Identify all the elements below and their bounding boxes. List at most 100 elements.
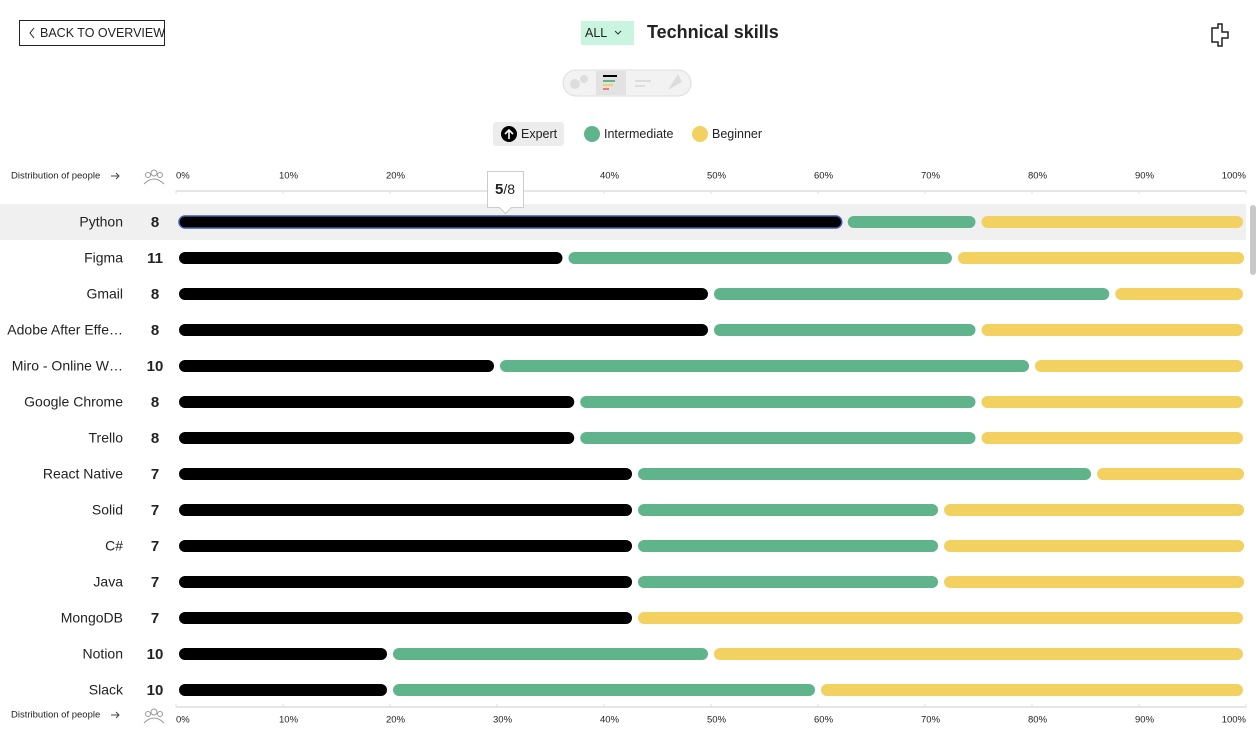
x-tick-label: 10% xyxy=(279,715,299,726)
total-count: 10 xyxy=(147,682,164,699)
legend-swatch xyxy=(692,126,708,142)
bar-segment xyxy=(179,648,387,660)
filter-caret xyxy=(614,30,622,35)
page-title: Technical skills xyxy=(647,22,779,42)
bar-segment xyxy=(1097,468,1245,480)
legend-label: Expert xyxy=(521,127,558,141)
bar-segment xyxy=(179,684,387,696)
people-icon xyxy=(143,178,165,185)
x-tick-label: 0% xyxy=(176,715,190,726)
category-label: Solid xyxy=(92,502,123,518)
category-label: Google Chrome xyxy=(24,394,123,410)
legend-swatch xyxy=(584,126,600,142)
bar-segment xyxy=(179,540,633,552)
legend-arrow xyxy=(504,128,514,139)
filter-bg xyxy=(581,21,634,45)
x-tick-label: 60% xyxy=(814,171,834,182)
x-tick-label: 60% xyxy=(814,715,834,726)
people-icon xyxy=(145,711,151,717)
category-label: Adobe After Effe… xyxy=(7,322,123,338)
share-icon[interactable] xyxy=(1211,23,1229,47)
toggle-icon xyxy=(603,88,609,90)
bar-segment xyxy=(944,576,1245,588)
bar-segment xyxy=(568,252,952,264)
toggle-icon xyxy=(603,84,613,86)
view-toggle[interactable] xyxy=(562,69,692,97)
legend-item[interactable]: Intermediate xyxy=(584,126,674,142)
bar-segment xyxy=(638,504,939,516)
bar-segment xyxy=(638,576,939,588)
toggle-icon xyxy=(570,79,580,89)
category-label: React Native xyxy=(43,466,123,482)
bar-segment xyxy=(957,252,1245,264)
bar-segment xyxy=(638,540,939,552)
bar-segment xyxy=(179,396,575,408)
bar-segment xyxy=(714,324,976,336)
bar-segment xyxy=(944,504,1245,516)
bar-segment xyxy=(981,216,1243,228)
people-icon xyxy=(145,172,151,178)
category-label: Figma xyxy=(84,250,123,266)
x-tick-label: 50% xyxy=(707,715,727,726)
bar-segment xyxy=(179,288,708,300)
total-count: 7 xyxy=(151,466,159,483)
bar-segment xyxy=(393,648,708,660)
toggle-icon xyxy=(635,80,651,82)
x-tick-label: 20% xyxy=(386,715,406,726)
toggle-icon xyxy=(635,85,645,87)
x-tick-label: 70% xyxy=(921,171,941,182)
total-count: 8 xyxy=(151,286,159,303)
tooltip-total: /8 xyxy=(503,181,515,197)
bar-segment xyxy=(179,612,633,624)
category-label: Gmail xyxy=(86,286,123,302)
people-icon xyxy=(143,717,165,724)
category-label: Slack xyxy=(89,682,124,698)
total-count: 10 xyxy=(147,358,164,375)
x-tick-label: 40% xyxy=(600,171,620,182)
bar-segment xyxy=(179,360,494,372)
axis-label: Distribution of people xyxy=(11,710,100,721)
people-icon xyxy=(150,708,158,716)
legend-item[interactable]: Expert xyxy=(501,126,558,142)
bar-segment xyxy=(179,252,563,264)
category-label: Miro - Online W… xyxy=(12,358,123,374)
people-icon xyxy=(157,711,163,717)
tooltip-text: 5/8 xyxy=(495,181,515,198)
category-label: Trello xyxy=(89,430,124,446)
x-tick-label: 50% xyxy=(707,171,727,182)
toggle-icon xyxy=(668,74,682,90)
icon-shape xyxy=(1211,23,1229,47)
axis-label: Distribution of people xyxy=(11,171,100,182)
bar-segment xyxy=(714,648,1243,660)
x-tick-label: 40% xyxy=(600,715,620,726)
toggle-icon xyxy=(580,75,588,83)
tooltip xyxy=(487,171,524,215)
x-tick-label: 100% xyxy=(1222,715,1247,726)
bar-segment xyxy=(179,432,575,444)
back-button[interactable]: BACK TO OVERVIEW xyxy=(19,20,166,46)
category-label: MongoDB xyxy=(61,610,123,626)
axis-arrow xyxy=(111,711,120,719)
x-tick-label: 80% xyxy=(1028,715,1048,726)
x-tick-label: 30% xyxy=(493,715,513,726)
x-tick-label: 80% xyxy=(1028,171,1048,182)
bar-segment xyxy=(393,684,815,696)
legend-item[interactable]: Beginner xyxy=(692,126,762,142)
total-count: 7 xyxy=(151,574,159,591)
total-count: 8 xyxy=(151,394,159,411)
total-count: 7 xyxy=(151,538,159,555)
category-label: Java xyxy=(93,574,123,590)
filter-dropdown[interactable]: ALL xyxy=(581,21,634,45)
toggle-bg xyxy=(562,69,692,97)
bar-segment xyxy=(981,396,1243,408)
total-count: 7 xyxy=(151,502,159,519)
bar-segment xyxy=(500,360,1029,372)
x-tick-label: 90% xyxy=(1135,715,1155,726)
bar-segment xyxy=(944,540,1245,552)
total-count: 8 xyxy=(151,430,159,447)
toggle-icon xyxy=(603,80,615,82)
bar-segment xyxy=(580,432,976,444)
toggle-active xyxy=(596,71,626,95)
